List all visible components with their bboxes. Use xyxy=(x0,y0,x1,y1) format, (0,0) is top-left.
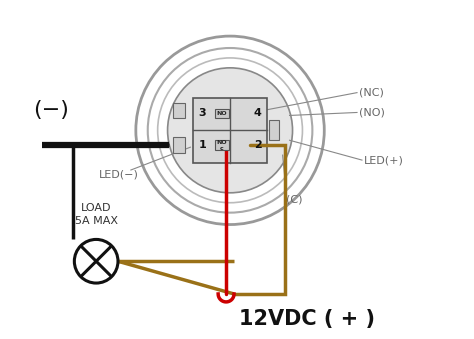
Text: LED(−): LED(−) xyxy=(99,170,139,180)
Text: LED(+): LED(+) xyxy=(364,155,404,165)
Text: (NC): (NC) xyxy=(359,88,384,98)
Circle shape xyxy=(168,68,292,193)
Bar xyxy=(215,140,229,150)
Text: 3: 3 xyxy=(199,108,206,118)
Text: (NO): (NO) xyxy=(359,107,385,118)
Text: 4: 4 xyxy=(254,108,262,118)
Text: (C): (C) xyxy=(286,195,303,205)
Text: 12VDC ( + ): 12VDC ( + ) xyxy=(239,309,375,329)
Bar xyxy=(269,120,279,140)
Text: 2: 2 xyxy=(254,140,262,150)
Bar xyxy=(173,137,185,153)
Text: 1: 1 xyxy=(199,140,206,150)
Text: (−): (−) xyxy=(34,100,70,120)
Bar xyxy=(173,103,185,118)
Bar xyxy=(215,108,229,118)
Bar xyxy=(193,98,267,163)
Text: NO
c: NO c xyxy=(217,140,228,151)
Text: NO: NO xyxy=(217,111,228,116)
Text: LOAD
5A MAX: LOAD 5A MAX xyxy=(75,203,118,225)
